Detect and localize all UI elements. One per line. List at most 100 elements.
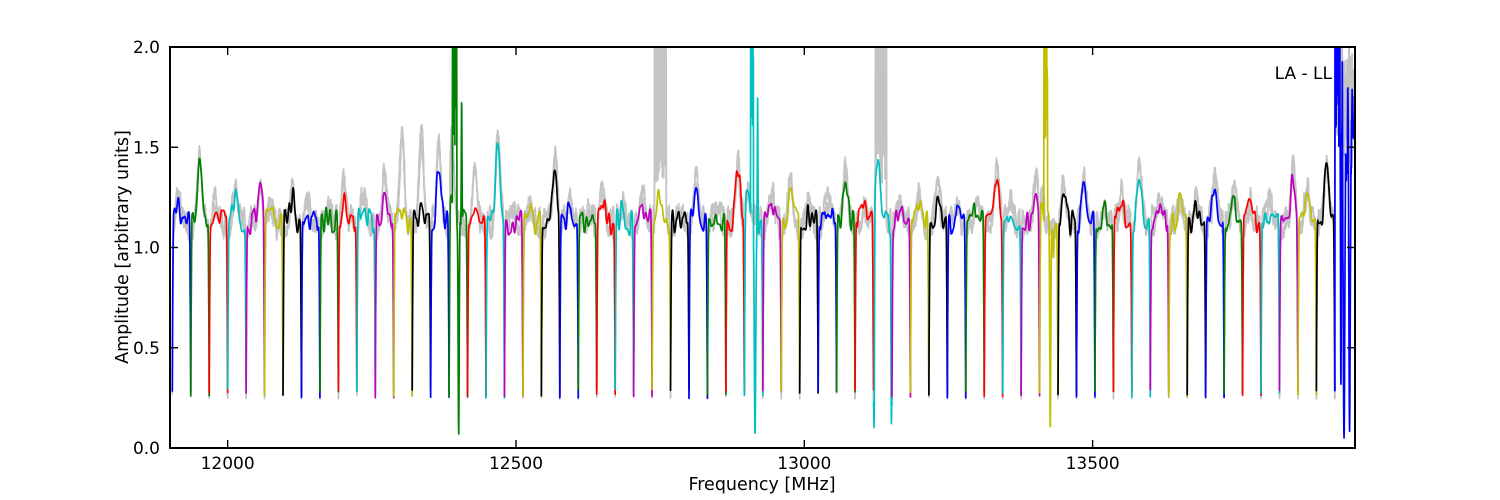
band-trace [1112,199,1133,393]
band-trace [1020,192,1041,397]
band-trace [909,200,930,394]
background-trace [411,123,432,396]
band-trace [448,47,469,435]
background-trace [780,171,801,400]
band-trace [540,169,561,397]
band-trace [983,179,1004,398]
band-trace [688,187,709,400]
band-trace [1223,195,1244,394]
band-trace [614,199,635,391]
background-trace [189,144,211,398]
background-trace [780,172,801,396]
band-trace [577,211,598,391]
background-trace [964,195,986,395]
band-trace [1130,178,1152,398]
background-trace [798,191,820,394]
band-trace [1278,173,1299,392]
band-trace [171,196,192,392]
y-tick-label: 1.5 [133,138,160,158]
band-trace [300,210,321,399]
band-trace [1204,188,1225,399]
band-trace [208,209,229,394]
background-trace [1130,159,1152,391]
background-trace [1315,154,1336,400]
band-trace [1038,47,1059,428]
band-trace [1001,215,1022,395]
band-trace [466,207,487,397]
band-trace [1186,199,1207,396]
band-trace [1094,200,1115,392]
background-trace [1315,167,1336,399]
y-tick-label: 1.0 [133,239,160,259]
background-trace [1057,174,1078,391]
band-trace [651,188,672,390]
background-trace [1278,154,1299,390]
background-trace [263,196,284,392]
background-trace [1204,166,1225,399]
band-trace [964,202,986,393]
background-trace [651,47,672,391]
background-trace [1020,173,1041,392]
background-trace [1204,176,1225,397]
band-trace [319,206,340,393]
y-axis-label: Amplitude [arbitrary units] [113,130,133,364]
band-trace [522,203,543,398]
band-trace [337,192,358,392]
band-trace [189,157,211,397]
background-trace [189,152,211,393]
baseline-label: LA - LL [1275,64,1333,84]
band-trace [1167,192,1189,398]
background-trace [374,162,395,396]
band-trace [503,209,524,398]
background-trace [374,165,395,399]
background-trace [392,126,414,392]
band-trace [429,170,450,399]
background-trace [835,156,856,395]
band-traces-layer [171,47,1355,439]
x-axis-label: Frequency [MHz] [688,475,835,495]
band-trace [669,209,690,392]
plot-frame [169,46,1356,449]
band-trace [854,199,875,391]
background-trace [632,184,653,392]
background-trace [835,163,856,393]
band-trace [1075,181,1096,398]
band-trace [411,202,432,391]
band-trace [946,204,967,399]
x-tick-label: 13500 [1066,454,1120,474]
background-trace [392,131,414,390]
background-trace [208,201,229,399]
band-trace [1333,47,1355,439]
band-trace [374,191,395,399]
band-trace [928,195,949,396]
background-trace [1241,203,1262,396]
y-tick-label: 2.0 [133,38,160,58]
background-trace [706,204,727,398]
band-trace [891,205,912,398]
band-trace [282,187,303,396]
background-trace [558,198,580,393]
band-trace [485,142,506,399]
band-trace [355,207,377,393]
y-tick-label: 0.0 [133,439,160,459]
band-trace [706,213,727,396]
background-trace [1223,184,1244,394]
band-trace [780,186,801,392]
band-trace [595,199,617,395]
band-trace [226,188,247,390]
x-tick-label: 13000 [777,454,831,474]
background-trace [872,47,893,391]
band-trace [817,207,838,393]
band-trace [743,47,764,435]
band-trace [761,202,783,392]
background-trace [466,164,487,399]
y-tick-label: 0.5 [133,339,160,359]
background-trace [761,181,783,400]
band-trace [1260,212,1281,394]
background-trace [411,125,432,398]
band-trace [835,181,856,393]
background-trace [1297,177,1318,392]
band-trace [1315,162,1336,392]
